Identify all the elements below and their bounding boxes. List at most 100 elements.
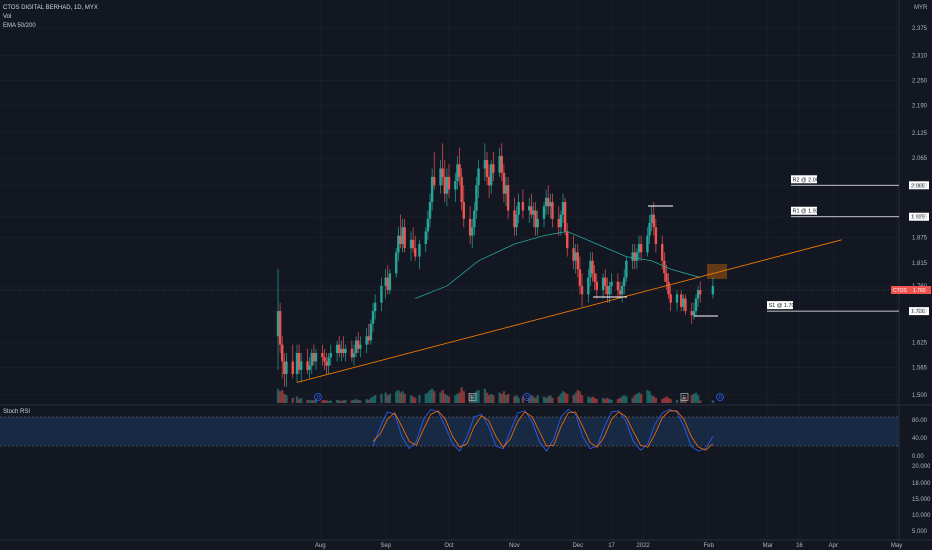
volume-bar: [418, 395, 421, 403]
volume-bar: [692, 393, 696, 403]
candle-body: [395, 252, 398, 274]
volume-bar: [589, 397, 592, 403]
volume-bar: [517, 397, 520, 403]
time-tick-label: 17: [608, 543, 615, 549]
candle-body: [654, 227, 658, 245]
candle-body: [492, 164, 495, 173]
volume-bar: [576, 390, 579, 403]
event-markers[interactable]: D E D E D: [314, 393, 724, 402]
volume-bar: [625, 396, 628, 403]
stoch-tick-label: 10.000: [912, 513, 931, 519]
volume-bar: [563, 392, 567, 403]
level-label: R2 @ 2.00: [793, 177, 819, 183]
current-price-box: [911, 286, 931, 294]
candle-body: [572, 248, 575, 261]
volume-bar: [542, 396, 546, 403]
volume-bar: [308, 400, 311, 403]
volume-bar: [314, 399, 318, 403]
volume-bar: [340, 400, 343, 403]
current-symbol: CTOS: [893, 288, 907, 294]
volume-bar: [306, 399, 309, 403]
candle-body: [589, 260, 592, 278]
stoch-band: [0, 417, 899, 446]
stoch-tick-label: 20.000: [912, 464, 931, 470]
candle-body: [618, 290, 622, 295]
volume-bar: [373, 395, 377, 403]
candle-body: [534, 210, 537, 228]
volume-indicator-label[interactable]: Vol: [3, 14, 11, 20]
volume-bar: [620, 396, 624, 403]
candle-body: [350, 348, 354, 358]
candle-body: [532, 210, 535, 215]
projection-box: [707, 264, 727, 279]
candle-body: [411, 239, 415, 249]
volume-bar: [648, 391, 651, 403]
volume-bar: [572, 395, 575, 403]
candle-body: [329, 353, 332, 358]
candle-body: [403, 227, 406, 249]
volume-bar: [669, 399, 672, 403]
volume-bar: [350, 400, 354, 403]
time-tick-label: Nov: [509, 543, 520, 549]
volume-bar: [699, 400, 702, 403]
stoch-tick-label: 0.00: [912, 454, 924, 460]
candle-body: [498, 155, 501, 173]
candle-body: [652, 214, 655, 228]
dividend-marker-1[interactable]: [314, 393, 322, 401]
candle-body: [665, 273, 668, 282]
current-symbol-box: [891, 286, 911, 294]
volume-bar: [338, 400, 341, 403]
candle-body: [321, 353, 324, 358]
candle-body: [517, 202, 520, 215]
volume-bar: [483, 388, 487, 403]
candle-body: [610, 281, 613, 286]
volume-bar: [593, 397, 596, 403]
earnings-marker-2[interactable]: [680, 393, 689, 401]
ema-indicator-label[interactable]: EMA 50/200: [3, 23, 36, 29]
candle-body: [352, 353, 356, 358]
volume-bar: [506, 393, 510, 403]
volume-bar: [536, 395, 539, 403]
price-tick-label: 2.000: [912, 183, 928, 189]
trend-line[interactable]: [296, 239, 842, 383]
stoch-tick-label: 40.00: [912, 436, 928, 442]
candle-body: [648, 223, 651, 236]
time-tick-label: 16: [796, 543, 803, 549]
candle-body: [528, 206, 531, 211]
dividend-marker-2[interactable]: [523, 393, 531, 401]
volume-bar: [654, 397, 658, 403]
volume-bar: [580, 395, 584, 403]
volume-bar: [325, 400, 328, 403]
earnings-marker-1[interactable]: [468, 393, 477, 401]
volume-bar: [690, 395, 693, 403]
volume-bar: [323, 399, 326, 403]
symbol-title[interactable]: CTOS DIGITAL BERHAD, 1D, MYX: [3, 5, 98, 11]
volume-bar: [557, 396, 560, 403]
dividend-marker-3[interactable]: [716, 393, 724, 401]
volume-bar: [513, 396, 516, 403]
candle-body: [559, 214, 563, 228]
volume-bar: [295, 396, 299, 403]
volume-bar: [646, 390, 649, 403]
volume-bar: [623, 395, 626, 403]
candle-body: [650, 214, 653, 224]
volume-bar: [403, 393, 406, 403]
candle-body: [414, 248, 417, 257]
candle-body: [312, 353, 316, 362]
level-label: R1 @ 1.925: [793, 209, 822, 215]
volume-bar: [454, 395, 457, 403]
candle-body: [544, 197, 548, 207]
volume-bar: [601, 397, 605, 403]
volume-bar: [426, 392, 430, 403]
candle-body: [380, 285, 383, 303]
candle-body: [473, 210, 476, 228]
candle-body: [308, 365, 311, 370]
legend[interactable]: CTOS DIGITAL BERHAD, 1D, MYX Vol EMA 50/…: [3, 5, 928, 415]
volume-bar: [639, 393, 643, 403]
candle-body: [468, 218, 472, 236]
candle-body: [551, 202, 554, 219]
time-axis[interactable]: Aug Sep Oct Nov Dec 17 2022 Feb Mar 16 Apr May: [315, 543, 902, 549]
stoch-rsi-title[interactable]: Stoch RSI: [3, 409, 30, 415]
stoch-tick-label: 15.000: [912, 497, 931, 503]
